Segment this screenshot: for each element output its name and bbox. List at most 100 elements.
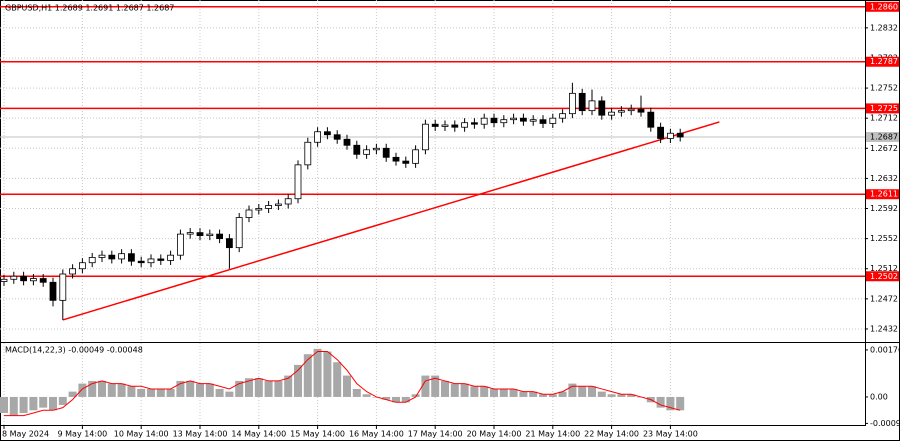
histogram-bar xyxy=(597,391,606,397)
histogram-bar xyxy=(392,396,400,403)
candle-body xyxy=(0,278,8,282)
x-tick-label: 23 May 14:00 xyxy=(643,430,698,439)
x-tick-label: 17 May 14:00 xyxy=(408,430,463,439)
histogram-bar xyxy=(294,364,302,397)
candle-body xyxy=(559,113,566,119)
y-tick-label: 1.2832 xyxy=(870,23,898,32)
candle-body xyxy=(255,208,263,211)
histogram-bar xyxy=(274,380,283,397)
candle-body xyxy=(618,110,625,113)
level-label: 1.2502 xyxy=(870,272,898,281)
candle-body xyxy=(304,141,312,166)
histogram-bar xyxy=(254,378,263,397)
candle-body xyxy=(167,254,175,261)
histogram-bar xyxy=(235,380,244,397)
candle-body xyxy=(108,254,116,260)
histogram-bar xyxy=(548,394,557,397)
histogram-bar xyxy=(343,375,351,397)
candle-body xyxy=(39,278,47,283)
candle-body xyxy=(402,160,410,164)
candle-body xyxy=(137,260,145,264)
histogram-bar xyxy=(362,394,371,397)
candle-body xyxy=(343,138,351,146)
histogram-bar xyxy=(225,391,234,397)
x-tick-label: 8 May 2024 xyxy=(2,430,49,439)
histogram-bar xyxy=(98,380,106,397)
histogram-bar xyxy=(411,394,420,397)
candle-body xyxy=(10,275,18,280)
candle-body xyxy=(118,253,125,260)
histogram-bar xyxy=(441,380,449,397)
histogram-bar xyxy=(19,396,28,413)
histogram-bar xyxy=(607,394,616,397)
y-tick-label: 1.2632 xyxy=(870,174,898,183)
candle-body xyxy=(284,198,292,205)
histogram-bar xyxy=(529,391,538,397)
trendline xyxy=(62,121,720,321)
histogram-bar xyxy=(499,388,508,397)
x-tick-label: 15 May 14:00 xyxy=(290,430,345,439)
candle-body xyxy=(480,117,488,125)
level-label: 1.2860 xyxy=(870,2,898,11)
candle-body xyxy=(627,108,635,112)
candle-body xyxy=(520,117,527,122)
candle-body xyxy=(265,205,273,209)
candle-body xyxy=(637,108,645,113)
x-tick-label: 14 May 14:00 xyxy=(231,430,286,439)
signal-line xyxy=(4,351,681,417)
y-tick-label: 1.2592 xyxy=(870,204,898,213)
histogram-bar xyxy=(0,396,8,413)
candle-body xyxy=(49,281,57,301)
candle-body xyxy=(549,117,557,124)
histogram-bar xyxy=(431,375,440,397)
candle-body xyxy=(79,262,86,270)
x-tick-label: 22 May 14:00 xyxy=(584,430,639,439)
histogram-bar xyxy=(313,348,322,397)
candle-body xyxy=(294,164,302,200)
candle-body xyxy=(470,122,478,125)
histogram-bar xyxy=(205,383,214,397)
candle-body xyxy=(274,203,282,206)
histogram-bar xyxy=(127,386,136,397)
level-label-box xyxy=(866,271,899,282)
candle-body xyxy=(333,134,341,140)
y-tick-label: 1.2472 xyxy=(870,294,898,303)
x-tick-label: 20 May 14:00 xyxy=(467,430,522,439)
level-label-box xyxy=(866,56,899,67)
candle-body xyxy=(461,122,469,128)
level-label-box xyxy=(866,103,899,114)
candle-body xyxy=(353,144,361,155)
candle-body xyxy=(431,123,439,127)
candle-body xyxy=(314,131,322,143)
candle-body xyxy=(676,132,684,138)
candle-body xyxy=(127,253,135,262)
candle-body xyxy=(647,111,655,128)
level-label-box xyxy=(866,1,899,12)
level-label-box xyxy=(866,189,899,200)
histogram-bar xyxy=(39,396,48,408)
candle-body xyxy=(245,209,253,218)
x-tick-label: 9 May 14:00 xyxy=(58,430,108,439)
histogram-bar xyxy=(78,383,87,397)
x-tick-label: 10 May 14:00 xyxy=(114,430,169,439)
histogram-bar xyxy=(676,396,685,411)
candle-body xyxy=(323,131,331,136)
candle-body xyxy=(500,119,508,124)
histogram-bar xyxy=(558,391,567,397)
candle-body xyxy=(235,217,243,249)
candle-body xyxy=(588,100,596,112)
histogram-bar xyxy=(29,396,38,411)
histogram-bar xyxy=(460,383,469,397)
histogram-bar xyxy=(147,388,155,397)
candle-body xyxy=(667,132,674,139)
candle-body xyxy=(451,124,459,128)
candle-body xyxy=(529,119,537,122)
candle-body xyxy=(29,278,37,282)
histogram-bar xyxy=(58,396,67,405)
candle-body xyxy=(578,92,586,112)
y-tick-label: 1.2512 xyxy=(870,264,898,273)
y-tick-label: 1.2752 xyxy=(870,84,898,93)
histogram-bar xyxy=(88,380,97,397)
histogram-bar xyxy=(245,378,253,397)
y-tick-label: 1.2432 xyxy=(870,324,898,333)
